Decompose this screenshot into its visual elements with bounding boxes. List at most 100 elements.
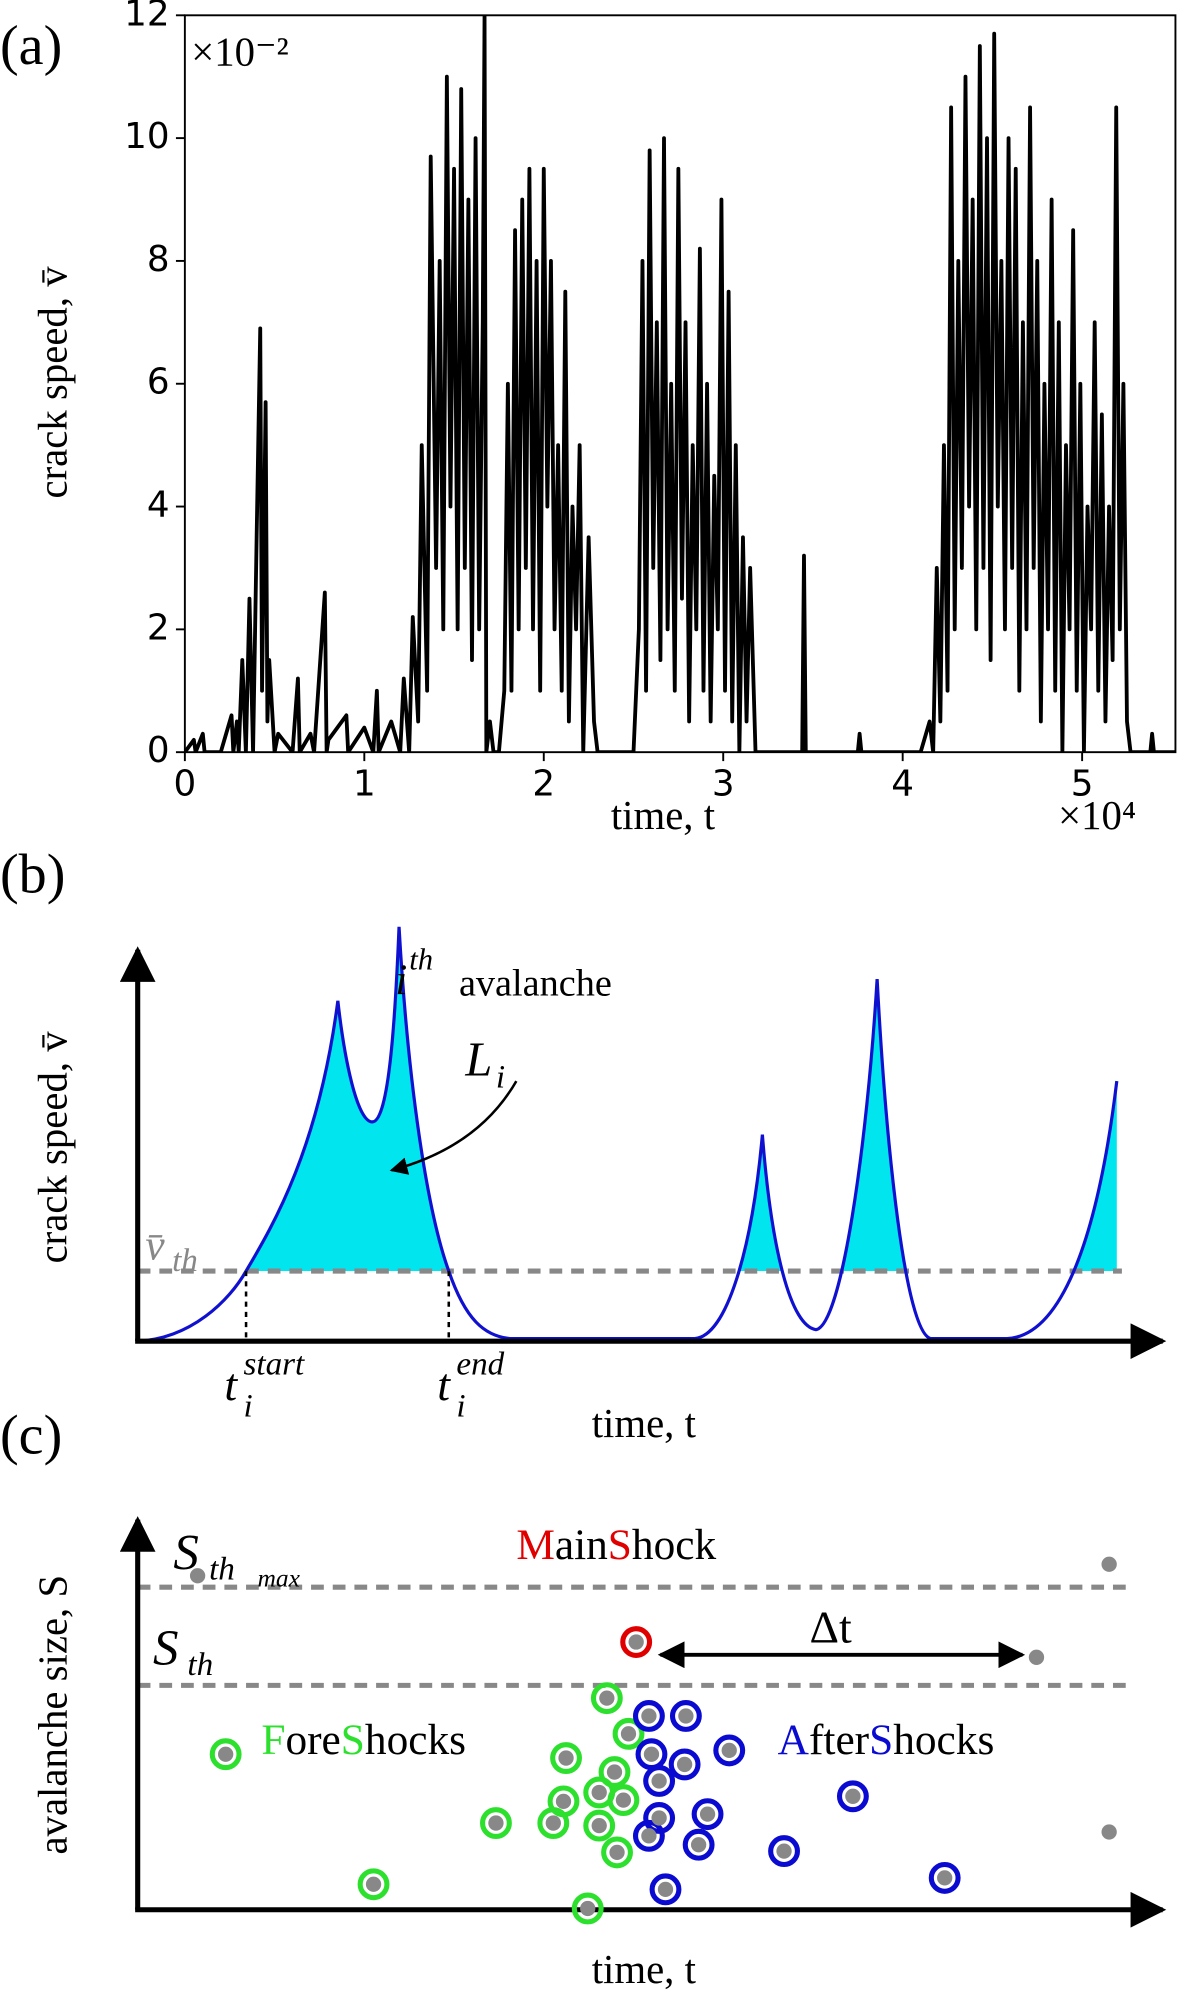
x-tick-label: 3 — [712, 763, 735, 804]
x-tick-label: 0 — [174, 763, 197, 804]
foreshock-ring — [209, 1738, 242, 1771]
event-dot — [628, 1634, 644, 1650]
fore-shocks-label: ForeShocks — [261, 1716, 466, 1764]
y-axis-label: avalanche size, S — [31, 1575, 76, 1855]
t-start-sub: i — [244, 1387, 253, 1424]
label-part: M — [516, 1521, 555, 1569]
aftershock-ring — [713, 1734, 746, 1767]
label-part: hocks — [893, 1716, 994, 1764]
aftershock-ring — [836, 1780, 869, 1813]
x-tick-label: 4 — [891, 763, 914, 804]
area-sub: i — [496, 1058, 505, 1095]
x-tick-label: 1 — [353, 763, 376, 804]
panel-label: (c) — [0, 1404, 62, 1466]
t-start: t — [224, 1359, 238, 1410]
foreshock-ring — [583, 1809, 616, 1842]
speed-curve — [137, 926, 1119, 1343]
y-tick-label: 2 — [147, 607, 170, 648]
y-tick-label: 10 — [124, 116, 169, 157]
aftershock-ring — [669, 1700, 702, 1732]
y-tick-label: 4 — [147, 485, 170, 526]
foreshock-ring — [571, 1892, 604, 1925]
event-dot — [721, 1742, 737, 1759]
label-part: hock — [632, 1521, 717, 1569]
panel-label: (a) — [0, 15, 62, 77]
event-dot — [845, 1788, 861, 1804]
avalanche-area — [246, 926, 1117, 1272]
aftershock-ring — [691, 1798, 724, 1831]
foreshock-ring — [479, 1807, 512, 1840]
event-dot — [657, 1881, 674, 1898]
event-dot — [189, 1568, 206, 1584]
panel-label: (b) — [0, 844, 65, 906]
aftershock-ring — [928, 1861, 961, 1894]
t-end: t — [437, 1359, 451, 1410]
event-dot — [651, 1773, 667, 1789]
event-dot — [218, 1746, 234, 1762]
event-dot — [641, 1708, 657, 1724]
label-part: S — [608, 1521, 632, 1569]
event-dot — [580, 1900, 596, 1917]
aftershock-ring — [643, 1765, 676, 1797]
label-part: S — [341, 1716, 365, 1764]
x-axis-label: time, t — [592, 1947, 697, 1992]
event-dot — [365, 1876, 382, 1892]
label-part: A — [778, 1716, 809, 1764]
avalanche-index: i — [395, 956, 407, 1004]
event-dot — [676, 1756, 693, 1773]
aftershock-ring — [632, 1700, 665, 1732]
foreshock-ring — [550, 1742, 582, 1774]
y-axis-label: crack speed, v̄ — [31, 266, 76, 499]
y-axis-label: crack speed, v̄ — [31, 1031, 76, 1264]
threshold-label: v̄ — [145, 1221, 165, 1269]
label-part: ain — [555, 1521, 608, 1569]
interval-label: Δt — [810, 1601, 853, 1652]
avalanche-label: avalanche — [459, 963, 612, 1005]
y-tick-label: 6 — [147, 362, 170, 403]
s-max-subsub: max — [258, 1564, 301, 1593]
foreshock-ring — [547, 1785, 580, 1818]
threshold-sub: th — [172, 1242, 198, 1279]
event-dot — [488, 1815, 504, 1831]
event-dot — [937, 1870, 953, 1886]
aftershock-ring — [632, 1819, 665, 1852]
aftershock-ring — [682, 1828, 715, 1861]
event-dot — [609, 1844, 625, 1861]
x-tick-label: 5 — [1071, 763, 1094, 804]
area-arrow — [389, 1080, 518, 1175]
foreshock-ring — [357, 1868, 390, 1901]
event-dot — [555, 1793, 572, 1810]
event-dot — [699, 1806, 716, 1822]
event-dot — [678, 1708, 694, 1724]
event-dot — [545, 1815, 561, 1831]
event-dot — [690, 1837, 707, 1853]
speed-line — [184, 15, 1176, 753]
aftershock-ring — [768, 1835, 800, 1868]
event-dot — [643, 1746, 660, 1762]
label-part: S — [869, 1716, 893, 1764]
event-dot — [591, 1784, 607, 1801]
event-dot — [1101, 1556, 1117, 1572]
event-dot — [606, 1764, 623, 1780]
foreshock-ring — [607, 1784, 640, 1817]
event-dot — [651, 1810, 667, 1826]
events — [189, 1556, 1117, 1925]
foreshock-ring — [612, 1717, 645, 1750]
after-shocks-label: AfterShocks — [778, 1716, 995, 1764]
y-tick-label: 0 — [147, 730, 170, 771]
t-end-sub: i — [456, 1387, 465, 1424]
s-th-sub: th — [187, 1646, 213, 1683]
label-part: hocks — [365, 1716, 466, 1764]
x-tick-label: 2 — [532, 763, 555, 804]
s-max-label: S — [173, 1526, 199, 1582]
label-part: fter — [809, 1716, 870, 1764]
event-dot — [1028, 1649, 1045, 1665]
foreshock-ring — [590, 1682, 623, 1715]
x-axis-label: time, t — [592, 1401, 697, 1446]
s-max-sub: th — [209, 1551, 235, 1588]
x-axis-label: time, t — [611, 793, 716, 838]
